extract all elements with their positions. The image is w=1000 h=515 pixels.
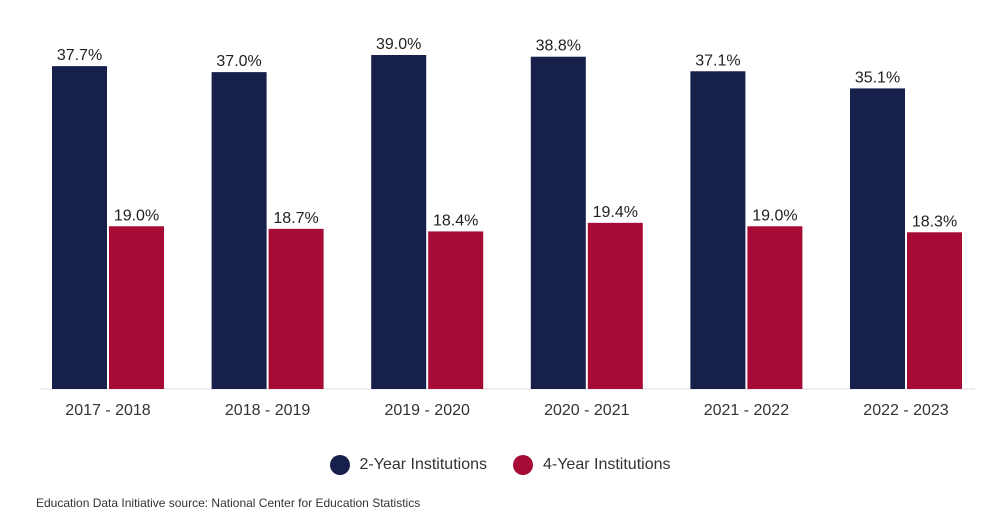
value-label-4-year-1: 18.7% xyxy=(273,210,318,227)
legend-swatch-2-year xyxy=(329,455,350,475)
bar-4-year-1 xyxy=(268,228,324,389)
value-label-2-year-4: 37.1% xyxy=(695,52,740,69)
legend-label-2-year: 2-Year Institutions xyxy=(359,456,487,473)
value-label-4-year-0: 19.0% xyxy=(114,207,159,224)
bar-2-year-4 xyxy=(690,71,746,390)
value-label-4-year-3: 19.4% xyxy=(593,204,638,221)
bar-4-year-4 xyxy=(747,226,803,389)
bar-chart: 37.7% 19.0% 2017 - 2018 37.0% 18.7% 2018 - 20… xyxy=(40,36,975,419)
source-note: Education Data Initiative source: Nation… xyxy=(36,496,421,510)
category-label-3: 2020 - 2021 xyxy=(544,402,630,419)
value-label-4-year-5: 18.3% xyxy=(912,213,957,230)
category-label-0: 2017 - 2018 xyxy=(65,402,151,419)
bar-2-year-5 xyxy=(850,88,905,390)
value-label-2-year-2: 39.0% xyxy=(376,36,421,53)
bar-2-year-1 xyxy=(211,72,267,389)
legend-item-2-year: 2-Year Institutions xyxy=(329,455,487,475)
bar-2-year-2 xyxy=(371,55,427,389)
legend-swatch-4-year xyxy=(513,455,533,475)
legend-label-4-year: 4-Year Institutions xyxy=(543,456,671,473)
category-label-2: 2019 - 2020 xyxy=(384,402,470,419)
value-label-2-year-0: 37.7% xyxy=(57,47,102,64)
category-label-5: 2022 - 2023 xyxy=(863,402,949,419)
bar-2-year-0 xyxy=(52,66,107,389)
bar-4-year-0 xyxy=(109,226,164,389)
value-label-4-year-2: 18.4% xyxy=(433,212,478,229)
bar-2-year-3 xyxy=(530,56,586,389)
bar-4-year-2 xyxy=(428,231,484,389)
bar-4-year-5 xyxy=(907,232,962,389)
category-label-1: 2018 - 2019 xyxy=(225,402,311,419)
legend: 2-Year Institutions 4-Year Institutions xyxy=(0,455,1000,475)
value-label-2-year-1: 37.0% xyxy=(216,53,261,70)
value-label-4-year-4: 19.0% xyxy=(752,207,797,224)
value-label-2-year-3: 38.8% xyxy=(536,38,581,55)
legend-item-4-year: 4-Year Institutions xyxy=(513,455,670,475)
value-label-2-year-5: 35.1% xyxy=(855,69,900,86)
bar-4-year-3 xyxy=(587,222,643,389)
category-label-4: 2021 - 2022 xyxy=(704,402,790,419)
